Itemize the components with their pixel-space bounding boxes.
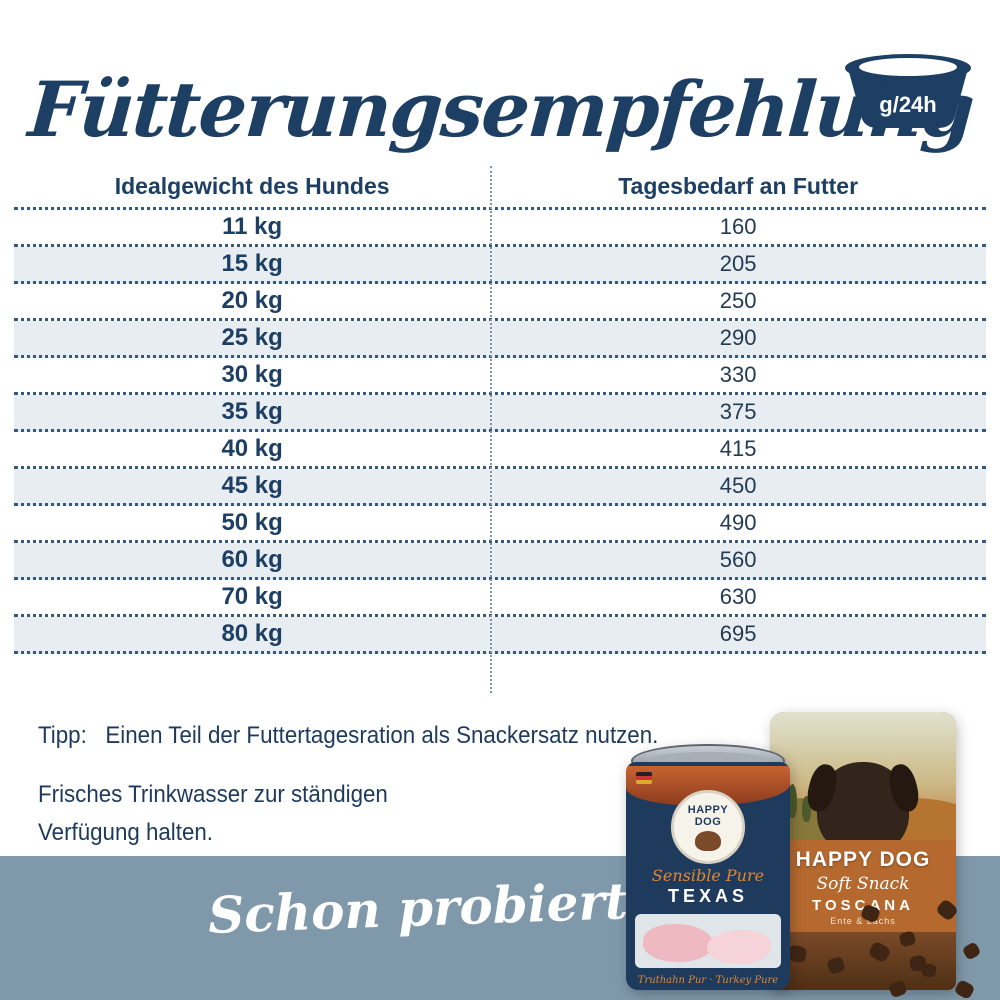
table-body: 11 kg 160 15 kg 205 20 kg 250 25 kg 290 … xyxy=(14,210,986,654)
unit-badge: g/24h xyxy=(879,92,936,117)
dog-bowl-icon: g/24h xyxy=(842,52,974,132)
weight-cell: 15 kg xyxy=(221,250,283,277)
weight-cell: 80 kg xyxy=(221,620,283,647)
table-row: 45 kg 450 xyxy=(14,469,986,506)
pouch-subtitle: Ente & Lachs xyxy=(830,916,896,926)
column-divider xyxy=(490,166,493,693)
amount-cell: 290 xyxy=(719,325,757,350)
amount-cell: 375 xyxy=(719,399,757,424)
table-row: 25 kg 290 xyxy=(14,321,986,358)
pouch-variant: TOSCANA xyxy=(812,897,914,914)
weight-cell: 35 kg xyxy=(221,398,283,425)
water-note: Frisches Trinkwasser zur ständigen Verfüg… xyxy=(38,776,388,852)
amount-cell: 250 xyxy=(719,288,757,313)
table-row: 80 kg 695 xyxy=(14,617,986,654)
made-in-germany-flag-icon xyxy=(636,772,652,784)
table-header-row: Idealgewicht des Hundes Tagesbedarf an F… xyxy=(14,166,986,210)
amount-cell: 450 xyxy=(719,473,757,498)
amount-cell: 630 xyxy=(719,584,757,609)
can-label: HAPPY DOG Sensible Pure TEXAS Truthahn P… xyxy=(626,762,790,990)
tip-label: Tipp: xyxy=(38,722,87,749)
pouch-photo xyxy=(770,712,956,840)
happy-dog-logo: HAPPY DOG xyxy=(671,790,745,864)
weight-cell: 40 kg xyxy=(221,435,283,462)
weight-cell: 11 kg xyxy=(222,213,283,240)
tip-text: Einen Teil der Futtertagesration als Sna… xyxy=(105,722,659,749)
table-row: 20 kg 250 xyxy=(14,284,986,321)
table-row: 50 kg 490 xyxy=(14,506,986,543)
amount-cell: 160 xyxy=(719,214,757,239)
amount-cell: 695 xyxy=(719,621,757,646)
column-header-weight: Idealgewicht des Hundes xyxy=(114,173,390,199)
dog-head-icon xyxy=(695,830,721,851)
water-line-1: Frisches Trinkwasser zur ständigen xyxy=(38,781,388,808)
product-pouch-toscana: HAPPY DOG Soft Snack TOSCANA Ente & Lach… xyxy=(770,712,956,990)
weight-cell: 45 kg xyxy=(221,472,283,499)
tip-note: Tipp: Einen Teil der Futtertagesration al… xyxy=(38,722,658,750)
product-can-texas: HAPPY DOG Sensible Pure TEXAS Truthahn P… xyxy=(626,744,790,990)
snack-pieces-photo xyxy=(770,932,956,990)
table-row: 30 kg 330 xyxy=(14,358,986,395)
column-header-amount: Tagesbedarf an Futter xyxy=(618,173,859,199)
page-title: Fütterungsempfehlung xyxy=(25,64,976,154)
amount-cell: 560 xyxy=(719,547,757,572)
weight-cell: 60 kg xyxy=(221,546,283,573)
meat-photo xyxy=(635,914,781,968)
can-brand: HAPPY DOG xyxy=(687,803,729,828)
table-row: 60 kg 560 xyxy=(14,543,986,580)
dog-photo xyxy=(817,762,909,840)
feeding-table: Idealgewicht des Hundes Tagesbedarf an F… xyxy=(14,166,986,693)
can-subtitle: Truthahn Pur · Turkey Pure xyxy=(637,975,779,986)
can-product-line: Sensible Pure xyxy=(651,866,765,885)
weight-cell: 50 kg xyxy=(221,509,283,536)
can-variant: TEXAS xyxy=(667,886,748,906)
pouch-product-line: Soft Snack xyxy=(816,874,910,894)
amount-cell: 205 xyxy=(719,251,757,276)
weight-cell: 20 kg xyxy=(221,287,283,314)
table-row: 40 kg 415 xyxy=(14,432,986,469)
amount-cell: 415 xyxy=(719,436,757,461)
weight-cell: 30 kg xyxy=(221,361,283,388)
cypress-tree-graphic xyxy=(802,796,811,822)
table-row: 11 kg 160 xyxy=(14,210,986,247)
amount-cell: 330 xyxy=(719,362,757,387)
amount-cell: 490 xyxy=(719,510,757,535)
table-row: 15 kg 205 xyxy=(14,247,986,284)
weight-cell: 25 kg xyxy=(221,324,283,351)
cypress-tree-graphic xyxy=(788,784,797,818)
water-line-2: Verfügung halten. xyxy=(38,819,213,846)
table-row: 70 kg 630 xyxy=(14,580,986,617)
pouch-brand: HAPPY DOG xyxy=(795,848,931,871)
table-row: 35 kg 375 xyxy=(14,395,986,432)
weight-cell: 70 kg xyxy=(221,583,283,610)
dog-bowl-graphic: g/24h xyxy=(845,54,971,128)
